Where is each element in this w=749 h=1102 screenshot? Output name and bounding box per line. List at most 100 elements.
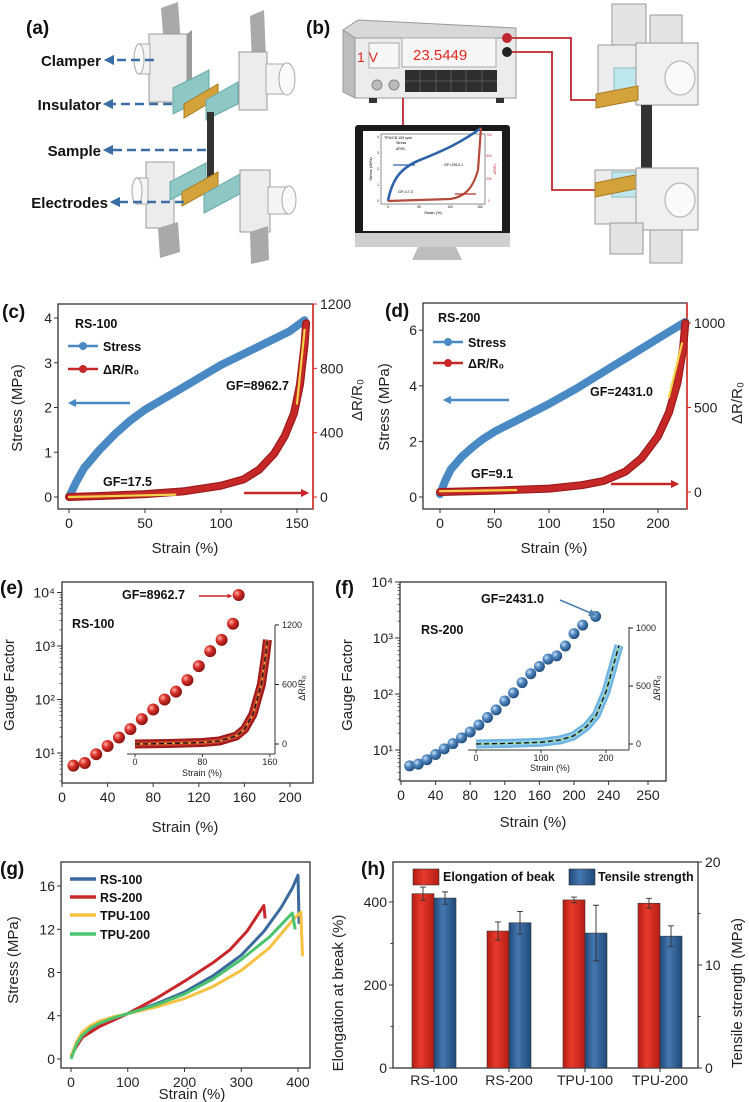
data-point [447, 738, 459, 750]
data-point [533, 660, 545, 672]
y2-tick-label: 800 [320, 360, 344, 376]
y2-tick-label: 10 [705, 957, 721, 973]
panel-label: (h) [361, 859, 385, 880]
clamp-bottom-left [131, 161, 180, 258]
legend-label: TPU-200 [100, 928, 150, 942]
plot-frame [60, 861, 311, 1069]
x-axis-label: Strain (%) [500, 814, 567, 831]
y2-tick-label: 0 [320, 489, 328, 505]
panel-label: (f) [335, 578, 354, 599]
y-tick-label: 4 [44, 310, 52, 326]
y2-tick-label: 0 [694, 484, 702, 500]
panel-label: (a) [26, 18, 49, 39]
x-tick-label: 80 [462, 787, 478, 803]
data-point [507, 687, 519, 699]
legend-label: Elongation of beak [443, 870, 555, 884]
legend-marker [444, 338, 452, 346]
monitor-ytick: 4 [377, 135, 379, 139]
gf-annotation: GF=2431.0 [590, 385, 653, 399]
data-point [192, 660, 205, 673]
y-axis-label: Stress (MPa) [5, 916, 22, 1004]
data-point [90, 748, 103, 761]
sample-strip [207, 112, 214, 178]
x-tick-label: 120 [493, 787, 517, 803]
monitor-y2tick: 500 [486, 154, 492, 158]
sample-strip [641, 105, 652, 175]
x-tick-label: 200 [278, 789, 302, 805]
data-point [113, 731, 125, 744]
data-point [404, 760, 416, 772]
x-tick-label: 0 [67, 1074, 75, 1090]
data-point [170, 685, 182, 698]
bar-elongation [637, 902, 661, 1069]
y-tick-label: 0 [379, 1060, 387, 1076]
inset-dashed-fit [475, 645, 620, 745]
series-stress-line [65, 316, 309, 501]
x-axis-label: Strain (%) [521, 540, 588, 557]
panel-label: (e) [0, 578, 23, 599]
gf-annotation: GF=8962.7 [226, 379, 289, 393]
series-line-tpu-200 [69, 911, 297, 1060]
x-tick-label: 100 [209, 515, 233, 531]
gf-annotation: GF=9.1 [471, 467, 513, 481]
error-bar [668, 925, 674, 947]
category-label: TPU-200 [632, 1072, 688, 1088]
bar-tensile [659, 935, 683, 1069]
series-line-rs-200 [69, 904, 267, 1057]
clamp-bottom-right [239, 169, 297, 264]
panel-label: (d) [385, 301, 409, 322]
plot-frame [422, 302, 688, 510]
x-axis-label: Strain (%) [159, 1086, 226, 1102]
data-point [135, 713, 148, 726]
y2-tick-label: 1200 [282, 620, 302, 630]
y-axis-label: Gauge Factor [339, 639, 356, 731]
y2-axis-label: ΔR/R₀ [729, 382, 746, 424]
x-tick-label: 0 [65, 515, 73, 531]
error-bar [646, 897, 652, 909]
legend-label: RS-200 [100, 891, 142, 905]
x-tick-label: 150 [285, 515, 309, 531]
x-tick-label: 40 [100, 789, 116, 805]
schematic: Clamper Insulator Sample Electrodes 23.5… [26, 2, 699, 264]
y-tick-label: 200 [364, 977, 388, 993]
inset-y2-axis-label: ΔR/R₀ [297, 675, 307, 701]
data-point [568, 628, 580, 640]
x-tick-label: 200 [598, 753, 613, 763]
x-tick-label: 160 [233, 789, 257, 805]
legend-marker [444, 359, 452, 367]
y-axis-label: Elongation at break (%) [330, 915, 347, 1072]
y-tick-label: 12 [39, 921, 55, 937]
data-point [124, 723, 137, 736]
gf-annotation: GF=17.5 [103, 475, 152, 489]
monitor-xtick: 150 [477, 205, 483, 209]
bar-elongation [411, 893, 435, 1069]
meter-display [401, 37, 497, 68]
x-tick-label: 0 [436, 515, 444, 531]
monitor-ylabel: Stress (MPa) [368, 157, 373, 181]
x-tick-label: 0 [132, 757, 137, 767]
y-tick-label: 10³ [35, 638, 56, 654]
x-tick-label: 160 [528, 787, 552, 803]
x-tick-label: 0 [58, 789, 66, 805]
x-tick-label: 150 [592, 515, 616, 531]
y2-tick-label: 1200 [320, 296, 351, 312]
inset-dashed-fit [134, 639, 269, 745]
bar-elongation [562, 899, 586, 1069]
x-tick-label: 200 [173, 1074, 197, 1090]
y-tick-label: 10⁴ [33, 585, 55, 601]
monitor-ytick: 1 [377, 183, 379, 187]
x-tick-label: 0 [473, 753, 478, 763]
monitor-ytick: 0 [377, 199, 379, 203]
y-tick-label: 10² [373, 686, 394, 702]
monitor-y2tick: 0 [488, 199, 490, 203]
monitor-plot: TPU/CB 100 spm Stress ΔR/R₀ GF=2513.1 GF… [368, 126, 497, 215]
x-tick-label: 80 [145, 789, 161, 805]
data-point [67, 759, 80, 772]
series-resistance-line [437, 320, 689, 495]
y-tick-label: 3 [44, 355, 52, 371]
data-point [101, 740, 114, 753]
data-point [464, 726, 476, 738]
error-bar [593, 904, 599, 962]
monitor-y2tick: 750 [486, 133, 492, 137]
terminal-black [502, 47, 512, 57]
